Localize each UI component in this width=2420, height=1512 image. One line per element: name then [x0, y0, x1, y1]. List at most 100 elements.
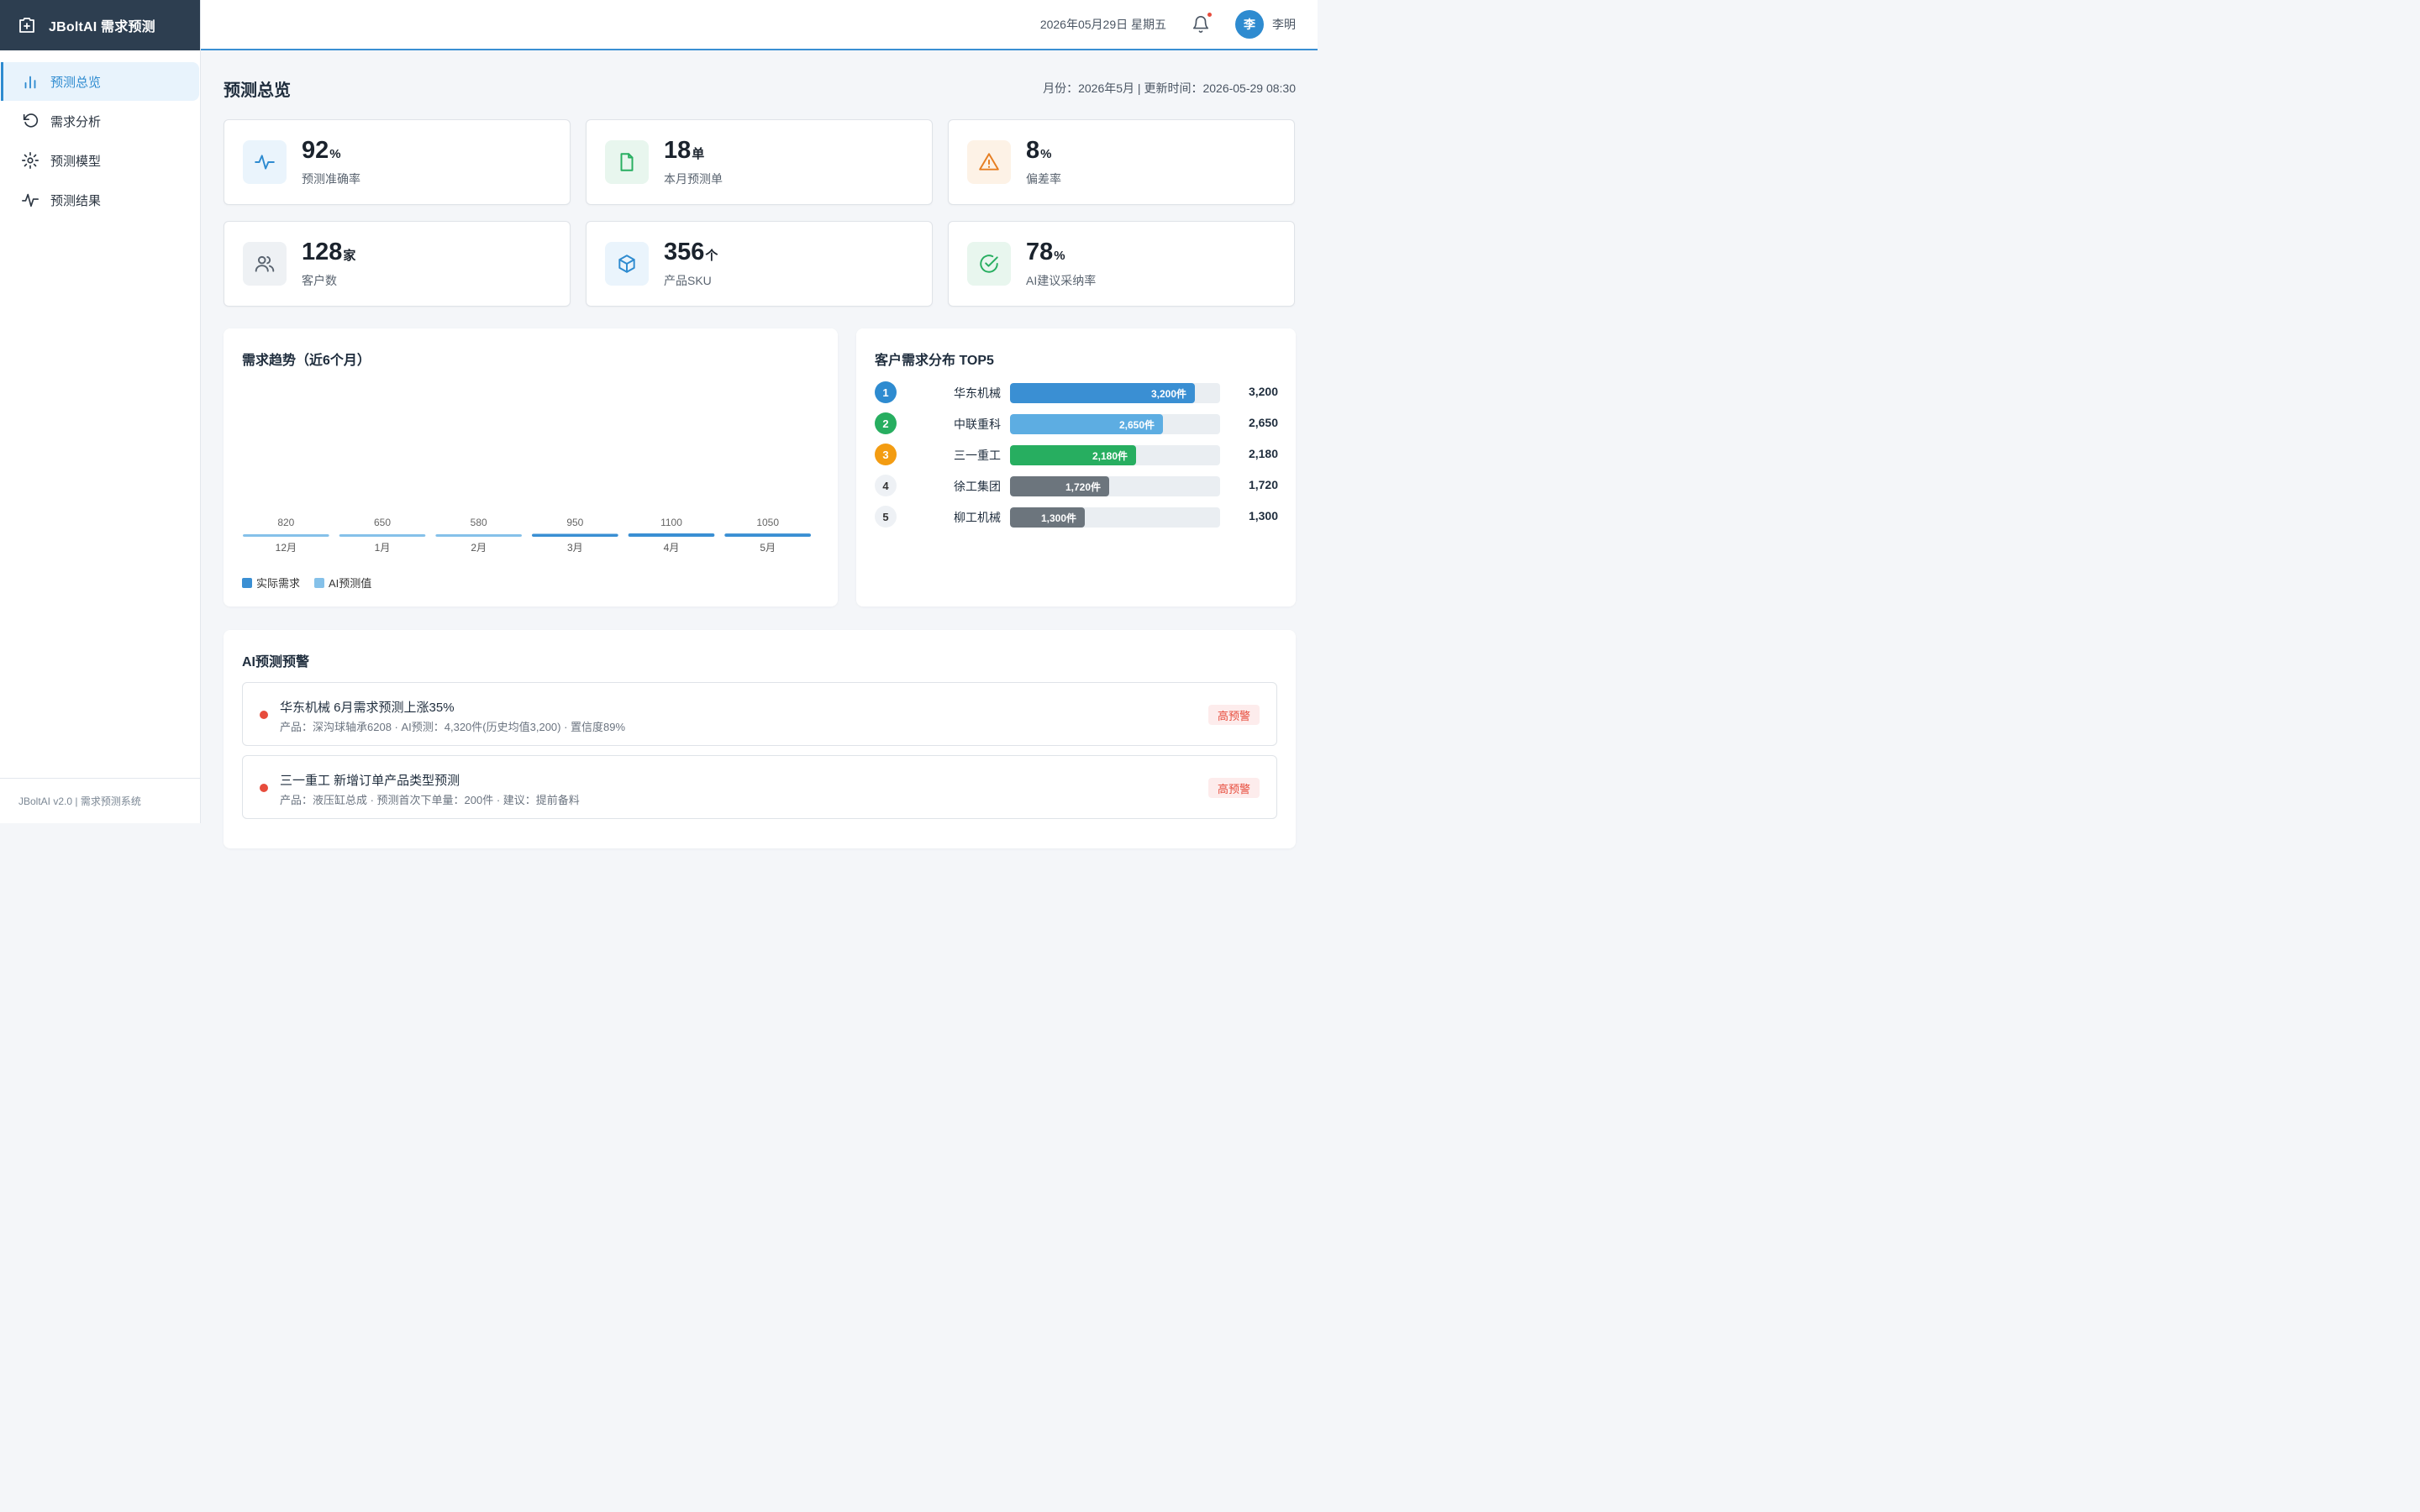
customer-name: 华东机械	[954, 386, 1001, 400]
trend-title: 需求趋势（近6个月）	[242, 354, 371, 368]
sidebar-item-forecast-results[interactable]: 预测结果	[1, 181, 199, 219]
legend-label: AI预测值	[329, 577, 372, 590]
stat-value: 128家	[302, 238, 356, 265]
stat-value: 8%	[1026, 136, 1052, 164]
stat-label: 产品SKU	[664, 273, 712, 287]
alerts-title: AI预测预警	[242, 655, 310, 669]
stat-value: 356个	[664, 238, 718, 265]
legend-item-forecast[interactable]: AI预测值	[314, 575, 371, 591]
customer-name: 徐工集团	[954, 480, 1001, 493]
bar-value-label: 650	[374, 517, 391, 528]
page-meta: 月份：2026年5月 | 更新时间：2026-05-29 08:30	[1043, 81, 1296, 95]
bar-fill: 2,650件	[1010, 414, 1163, 434]
stat-icon-box	[605, 242, 649, 286]
x-tick-label: 2月	[471, 542, 487, 554]
x-tick-label: 4月	[664, 542, 680, 554]
x-tick-label: 1月	[375, 542, 391, 554]
document-icon	[620, 153, 634, 171]
bar-fill: 1,720件	[1010, 476, 1109, 496]
bar-track: 3,200件	[1010, 383, 1220, 403]
notification-dot	[1207, 13, 1212, 17]
sidebar-nav: 预测总览 需求分析 预测模型 预测结果	[0, 50, 200, 219]
app-title: JBoltAI 需求预测	[49, 20, 155, 34]
avatar[interactable]: 李	[1235, 10, 1264, 39]
username[interactable]: 李明	[1272, 18, 1296, 31]
alert-desc: 产品：深沟球轴承6208 · AI预测：4,320件(历史均值3,200) · …	[280, 721, 626, 733]
stat-card-accuracy: 92% 预测准确率	[224, 119, 571, 205]
top5-row[interactable]: 5 柳工机械 1,300件 1,300	[875, 506, 1278, 529]
bar-fill: 3,200件	[1010, 383, 1195, 403]
alert-dot	[260, 784, 268, 792]
top5-panel: 客户需求分布 TOP5 1 华东机械 3,200件 3,200 2 中联重科 2,650件 2…	[856, 328, 1296, 606]
gear-icon	[22, 152, 39, 169]
users-icon	[255, 255, 275, 272]
sidebar-item-overview[interactable]: 预测总览	[1, 62, 199, 101]
stat-card-sku: 356个 产品SKU	[586, 221, 933, 307]
customer-value: 1,720	[1248, 478, 1278, 491]
legend-label: 实际需求	[256, 577, 301, 590]
bar-4月	[628, 533, 715, 537]
alert-title: 华东机械 6月需求预测上涨35%	[280, 701, 455, 715]
trend-panel: 需求趋势（近6个月） 820 12月 650 1月 580 2月 950 3月 1100 4月 10…	[224, 328, 838, 606]
bar-3月	[532, 533, 618, 537]
notification-button[interactable]	[1192, 13, 1212, 34]
alert-badge: 高预警	[1207, 705, 1260, 725]
legend-item-actual[interactable]: 实际需求	[242, 575, 300, 591]
stat-card-adoption: 78% AI建议采纳率	[948, 221, 1295, 307]
trend-chart: 820 12月 650 1月 580 2月 950 3月 1100 4月 1050 5月	[243, 517, 811, 554]
bar-fill: 2,180件	[1010, 445, 1136, 465]
sidebar-item-label: 预测总览	[50, 75, 102, 90]
sidebar-item-label: 预测结果	[50, 193, 102, 208]
bell-icon	[1192, 16, 1209, 33]
alert-title: 三一重工 新增订单产品类型预测	[280, 774, 460, 788]
rank-badge: 4	[875, 475, 897, 496]
bar-2月	[435, 534, 522, 537]
rank-badge: 5	[875, 506, 897, 528]
bar-5月	[724, 533, 811, 537]
bar-track: 2,180件	[1010, 445, 1220, 465]
top5-row[interactable]: 1 华东机械 3,200件 3,200	[875, 381, 1278, 405]
activity-icon	[22, 193, 39, 207]
stat-label: 本月预测单	[664, 171, 723, 186]
logo-icon	[19, 18, 34, 33]
stat-label: 预测准确率	[302, 171, 360, 186]
sidebar: JBoltAI 需求预测 预测总览 需求分析 预测模型 预测结果 JBoltAI…	[0, 0, 201, 823]
stat-card-deviation: 8% 偏差率	[948, 119, 1295, 205]
customer-value: 2,650	[1248, 416, 1278, 429]
stat-value: 18单	[664, 136, 705, 164]
customer-value: 3,200	[1248, 385, 1278, 398]
alerts-panel: AI预测预警 华东机械 6月需求预测上涨35% 产品：深沟球轴承6208 · A…	[224, 630, 1296, 848]
trend-legend: 实际需求 AI预测值	[242, 575, 386, 591]
page-title: 预测总览	[224, 81, 291, 100]
customer-name: 柳工机械	[954, 511, 1001, 524]
top-header: 2026年05月29日 星期五 李 李明	[201, 0, 1318, 50]
top5-row[interactable]: 4 徐工集团 1,720件 1,720	[875, 475, 1278, 498]
legend-swatch	[314, 577, 325, 588]
bar-track: 1,300件	[1010, 507, 1220, 528]
stat-label: AI建议采纳率	[1026, 273, 1097, 287]
rank-badge: 2	[875, 412, 897, 434]
bar-12月	[243, 534, 329, 537]
sidebar-item-forecast-model[interactable]: 预测模型	[1, 141, 199, 180]
stat-icon-box	[243, 242, 287, 286]
alert-desc: 产品：液压缸总成 · 预测首次下单量：200件 · 建议：提前备料	[280, 794, 580, 806]
top5-row[interactable]: 3 三一重工 2,180件 2,180	[875, 444, 1278, 467]
x-tick-label: 5月	[760, 542, 776, 554]
bar-1月	[339, 534, 426, 537]
bar-value-label: 950	[566, 517, 583, 528]
warning-icon	[979, 153, 999, 171]
legend-swatch	[242, 577, 252, 588]
sidebar-item-label: 预测模型	[50, 154, 102, 169]
bar-track: 2,650件	[1010, 414, 1220, 434]
alert-item[interactable]: 三一重工 新增订单产品类型预测 产品：液压缸总成 · 预测首次下单量：200件 …	[242, 755, 1277, 819]
customer-value: 2,180	[1248, 447, 1278, 460]
alert-badge: 高预警	[1207, 778, 1260, 798]
customer-name: 中联重科	[954, 417, 1001, 431]
bar-fill: 1,300件	[1010, 507, 1085, 528]
sidebar-item-demand-analysis[interactable]: 需求分析	[1, 102, 199, 140]
alert-item[interactable]: 华东机械 6月需求预测上涨35% 产品：深沟球轴承6208 · AI预测：4,3…	[242, 682, 1277, 746]
top5-row[interactable]: 2 中联重科 2,650件 2,650	[875, 412, 1278, 436]
brand: JBoltAI 需求预测	[0, 0, 200, 50]
stat-value: 78%	[1026, 238, 1065, 265]
customer-name: 三一重工	[954, 449, 1001, 462]
